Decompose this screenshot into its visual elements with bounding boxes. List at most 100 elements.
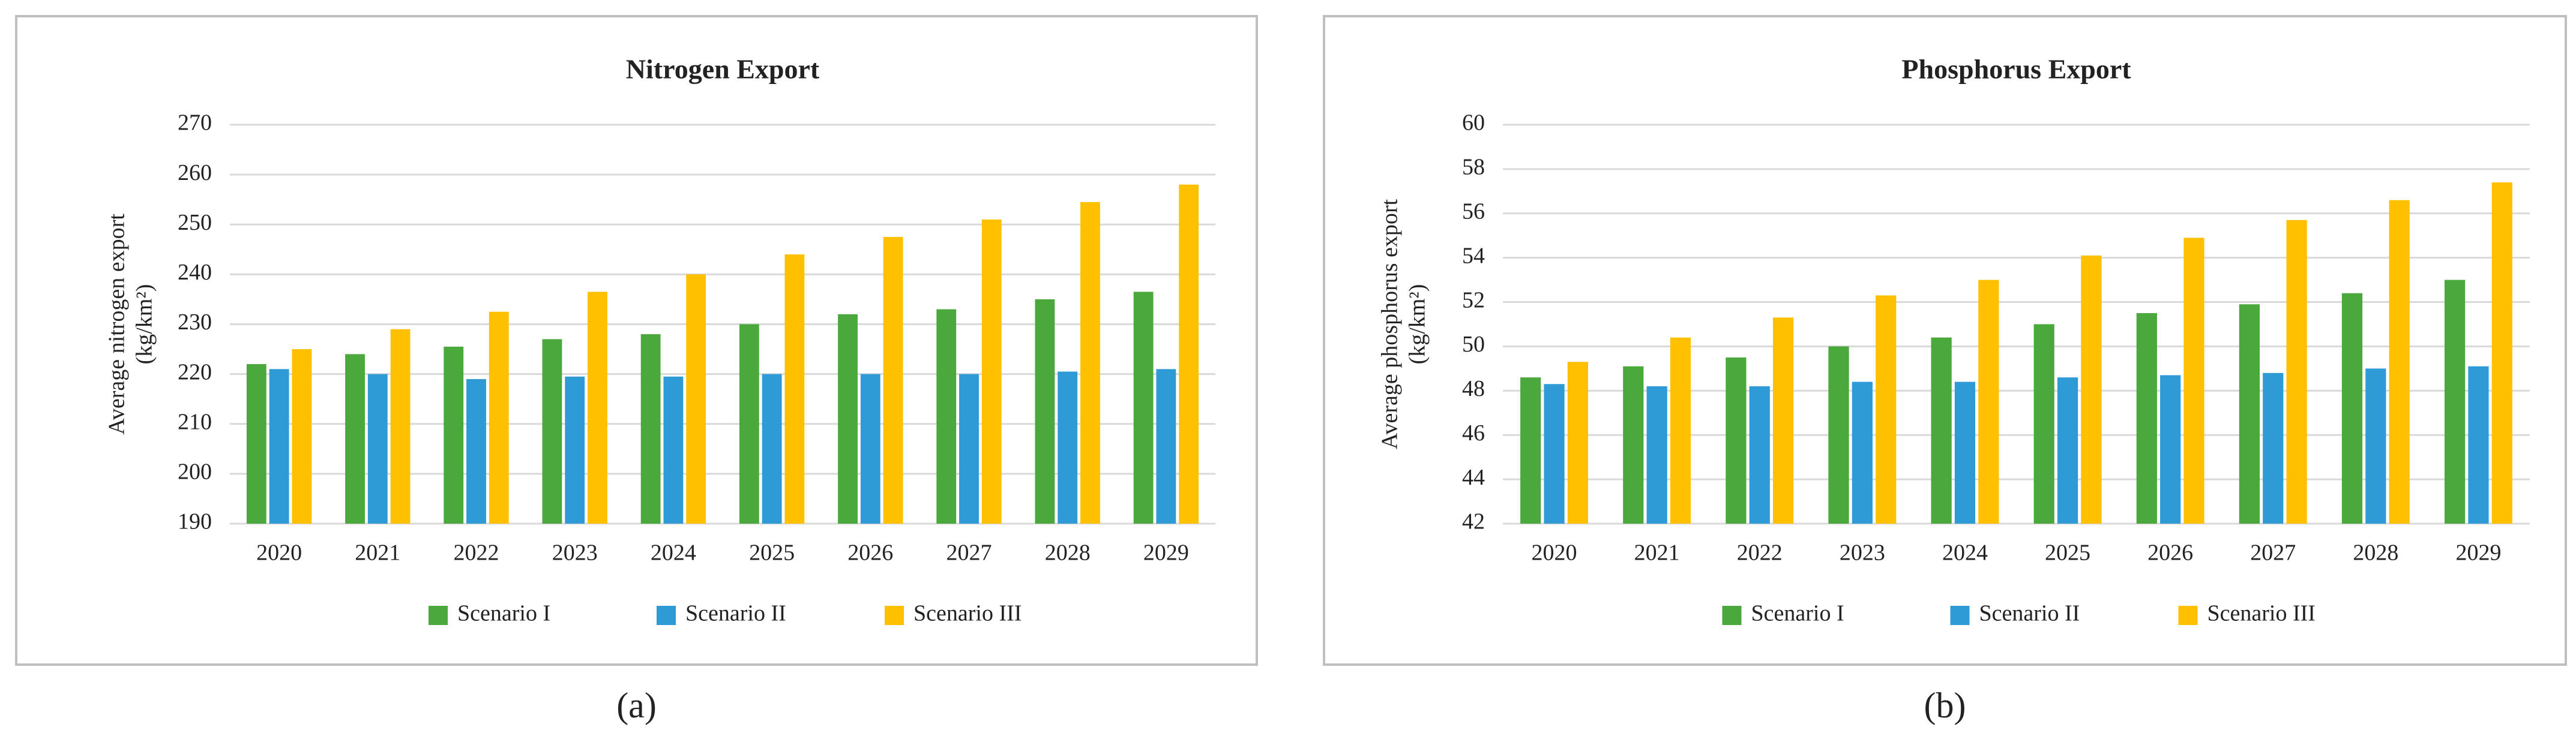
bar bbox=[1646, 386, 1667, 524]
bar bbox=[588, 292, 607, 524]
y-tick-label: 210 bbox=[178, 409, 212, 434]
y-tick-label: 44 bbox=[1462, 465, 1485, 490]
legend-swatch bbox=[2178, 606, 2198, 625]
bar bbox=[838, 314, 858, 524]
legend-label: Scenario III bbox=[2207, 601, 2316, 626]
y-axis-label: (kg/km²) bbox=[1405, 284, 1430, 365]
legend-label: Scenario II bbox=[685, 601, 786, 626]
y-tick-label: 50 bbox=[1462, 332, 1485, 357]
bar bbox=[2160, 375, 2181, 524]
y-tick-label: 46 bbox=[1462, 420, 1485, 446]
bar bbox=[565, 376, 585, 524]
bar bbox=[784, 254, 805, 524]
y-tick-label: 58 bbox=[1462, 155, 1485, 180]
caption: (a) bbox=[616, 686, 657, 725]
bar bbox=[2239, 304, 2260, 524]
bar bbox=[367, 374, 388, 524]
x-tick-label: 2022 bbox=[1737, 540, 1783, 566]
legend-item: Scenario III bbox=[885, 601, 1022, 626]
bar bbox=[1954, 381, 1976, 524]
legend-item: Scenario III bbox=[2178, 601, 2316, 626]
y-tick-label: 52 bbox=[1462, 287, 1485, 313]
x-tick-label: 2027 bbox=[2250, 540, 2296, 566]
bar bbox=[640, 334, 661, 524]
x-tick-label: 2024 bbox=[651, 540, 696, 566]
bar bbox=[2444, 280, 2466, 524]
legend-item: Scenario I bbox=[1722, 601, 1844, 626]
legend-item: Scenario II bbox=[1950, 601, 2080, 626]
bar bbox=[2081, 255, 2102, 524]
bar bbox=[2365, 368, 2386, 524]
legend-label: Scenario I bbox=[1751, 601, 1844, 626]
y-tick-label: 200 bbox=[178, 459, 212, 485]
bar bbox=[1179, 184, 1199, 524]
x-tick-label: 2025 bbox=[749, 540, 795, 566]
x-tick-label: 2029 bbox=[1143, 540, 1189, 566]
bar bbox=[1156, 369, 1176, 524]
bar bbox=[2136, 313, 2157, 524]
bar bbox=[2286, 220, 2307, 524]
caption: (b) bbox=[1924, 686, 1966, 725]
bar bbox=[1544, 384, 1565, 524]
bar bbox=[2263, 372, 2284, 524]
bar bbox=[1133, 292, 1154, 524]
bar bbox=[1828, 346, 1849, 524]
y-tick-label: 54 bbox=[1462, 243, 1485, 268]
bar bbox=[860, 374, 880, 524]
chart-title: Nitrogen Export bbox=[626, 54, 820, 85]
bar bbox=[959, 374, 979, 524]
bar bbox=[1749, 386, 1770, 524]
bar bbox=[444, 346, 464, 524]
x-tick-label: 2025 bbox=[2045, 540, 2090, 566]
y-tick-label: 260 bbox=[178, 160, 212, 185]
bar bbox=[489, 311, 509, 524]
panel-frame bbox=[15, 15, 1258, 666]
x-tick-label: 2026 bbox=[2147, 540, 2193, 566]
panel-frame bbox=[1323, 15, 2567, 666]
legend-swatch bbox=[1950, 606, 1970, 625]
bar bbox=[2491, 182, 2512, 524]
x-tick-label: 2028 bbox=[2353, 540, 2398, 566]
bar bbox=[2468, 366, 2489, 524]
bar bbox=[686, 274, 706, 524]
bar bbox=[1567, 362, 1589, 524]
legend-label: Scenario I bbox=[457, 601, 550, 626]
x-tick-label: 2021 bbox=[1634, 540, 1680, 566]
bar bbox=[292, 349, 312, 524]
x-tick-label: 2023 bbox=[1840, 540, 1885, 566]
bar bbox=[2057, 377, 2078, 524]
y-axis-label: Average phosphorus export bbox=[1377, 199, 1403, 449]
x-tick-label: 2024 bbox=[1942, 540, 1988, 566]
legend-swatch bbox=[885, 606, 904, 625]
y-tick-label: 250 bbox=[178, 210, 212, 235]
legend-item: Scenario II bbox=[657, 601, 786, 626]
bar bbox=[2341, 293, 2363, 524]
bar bbox=[981, 219, 1002, 524]
y-tick-label: 56 bbox=[1462, 199, 1485, 224]
bar bbox=[1058, 371, 1078, 524]
y-tick-label: 240 bbox=[178, 260, 212, 285]
bar bbox=[246, 364, 266, 524]
bar bbox=[466, 378, 486, 524]
legend-swatch bbox=[657, 606, 676, 625]
legend-swatch bbox=[429, 606, 448, 625]
y-tick-label: 42 bbox=[1462, 509, 1485, 534]
chart-title: Phosphorus Export bbox=[1901, 54, 2131, 85]
y-tick-label: 48 bbox=[1462, 376, 1485, 401]
bar bbox=[739, 324, 759, 524]
bar bbox=[883, 237, 903, 524]
bar bbox=[2389, 200, 2410, 524]
bar bbox=[663, 376, 684, 524]
legend-label: Scenario II bbox=[1979, 601, 2080, 626]
bar bbox=[1876, 295, 1897, 524]
legend-swatch bbox=[1722, 606, 1742, 625]
y-axis-label: (kg/km²) bbox=[132, 284, 157, 365]
y-tick-label: 190 bbox=[178, 509, 212, 534]
y-tick-label: 220 bbox=[178, 359, 212, 384]
x-tick-label: 2022 bbox=[454, 540, 499, 566]
legend-label: Scenario III bbox=[913, 601, 1022, 626]
bar bbox=[1520, 377, 1541, 524]
bar bbox=[1852, 381, 1873, 524]
x-tick-label: 2028 bbox=[1045, 540, 1091, 566]
